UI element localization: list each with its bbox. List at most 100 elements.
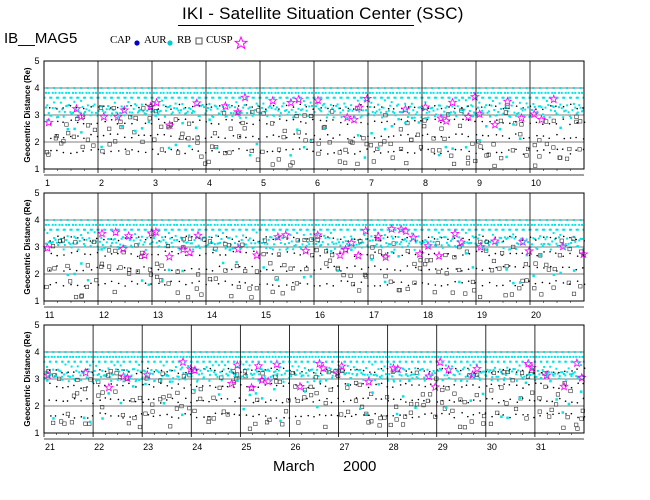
rb-point	[176, 223, 179, 226]
rb-crossing-square	[106, 248, 112, 253]
rb-point	[230, 223, 233, 226]
rb-point	[528, 372, 531, 375]
rb-point	[348, 372, 351, 375]
rb-point	[503, 106, 506, 109]
legend-aur-dot-icon	[167, 40, 173, 46]
orbit-track-point	[480, 106, 483, 108]
rb-point	[489, 355, 492, 358]
aur-point	[215, 249, 218, 252]
orbit-track-point	[57, 235, 59, 238]
orbit-track-point	[103, 105, 105, 107]
rb-point	[448, 360, 451, 363]
rb-point	[139, 355, 142, 358]
rb-point	[96, 96, 99, 99]
rb-point	[300, 374, 303, 377]
rb-point	[544, 238, 547, 241]
rb-point	[159, 380, 162, 383]
rb-point	[548, 243, 551, 246]
rb-point	[75, 355, 78, 358]
rb-point	[133, 355, 136, 358]
rb-point	[568, 228, 571, 231]
orbit-track-point	[185, 254, 187, 257]
rb-point	[452, 110, 455, 113]
orbit-track-point	[326, 397, 328, 400]
rb-point	[493, 91, 496, 94]
rb-point	[530, 91, 533, 94]
orbit-track-point	[54, 415, 57, 417]
rb-point	[222, 355, 225, 358]
orbit-track-point	[472, 399, 475, 401]
rb-point	[386, 114, 389, 117]
rb-point	[521, 377, 524, 380]
rb-crossing-square	[444, 271, 449, 276]
rb-point	[77, 248, 80, 251]
rb-point	[70, 228, 73, 231]
rb-point	[50, 373, 53, 376]
rb-point	[400, 355, 403, 358]
cusp-star	[318, 363, 329, 373]
orbit-track-point	[104, 120, 107, 123]
rb-point	[552, 373, 555, 376]
rb-crossing-square	[405, 286, 410, 291]
rb-point	[170, 369, 173, 372]
rb-point	[296, 87, 299, 89]
rb-point	[157, 228, 160, 231]
orbit-track-point	[245, 236, 247, 239]
rb-crossing-square	[404, 161, 409, 166]
rb-point	[566, 87, 569, 89]
rb-point	[145, 374, 148, 377]
rb-point	[251, 228, 254, 231]
orbit-track-point	[434, 415, 437, 417]
orbit-track-point	[448, 136, 450, 139]
rb-point	[319, 228, 322, 231]
rb-point	[543, 351, 546, 353]
orbit-track-point	[67, 371, 69, 374]
rb-point	[449, 111, 452, 114]
rb-point	[517, 243, 520, 246]
rb-point	[104, 96, 107, 99]
rb-point	[152, 91, 155, 94]
rb-point	[146, 223, 149, 226]
aur-point	[296, 128, 299, 131]
rb-point	[529, 246, 532, 249]
rb-point	[518, 219, 521, 221]
rb-crossing-square	[497, 266, 502, 271]
aur-point	[414, 406, 417, 410]
rb-crossing-square	[533, 261, 538, 266]
rb-point	[524, 363, 527, 366]
rb-point	[177, 247, 180, 250]
orbit-track-point	[536, 254, 538, 257]
orbit-track-point	[491, 415, 493, 418]
orbit-track-point	[346, 266, 348, 269]
rb-point	[98, 360, 101, 363]
cusp-star	[353, 250, 364, 260]
rb-point	[317, 223, 320, 226]
rb-crossing-square	[57, 376, 62, 381]
rb-crossing-square	[423, 262, 428, 267]
rb-point	[384, 373, 387, 376]
rb-crossing-square	[276, 147, 282, 152]
rb-point	[574, 240, 577, 243]
rb-point	[451, 238, 454, 241]
rb-point	[447, 244, 450, 247]
orbit-track-point	[540, 382, 542, 385]
rb-point	[397, 103, 400, 106]
rb-crossing-square	[394, 404, 399, 409]
aur-point	[567, 402, 571, 406]
rb-point	[398, 243, 401, 246]
rb-point	[309, 219, 312, 221]
rb-point	[517, 111, 520, 114]
rb-crossing-square	[503, 293, 508, 298]
rb-point	[457, 351, 460, 353]
rb-point	[404, 219, 407, 221]
rb-point	[327, 96, 330, 99]
rb-point	[478, 219, 481, 221]
orbit-track-point	[352, 108, 355, 110]
orbit-track-point	[522, 137, 525, 140]
orbit-track-point	[73, 384, 75, 387]
rb-point	[216, 375, 219, 378]
rb-point	[277, 236, 280, 239]
rb-crossing-square	[517, 286, 522, 291]
rb-point	[46, 351, 49, 353]
orbit-track-point	[467, 135, 470, 138]
